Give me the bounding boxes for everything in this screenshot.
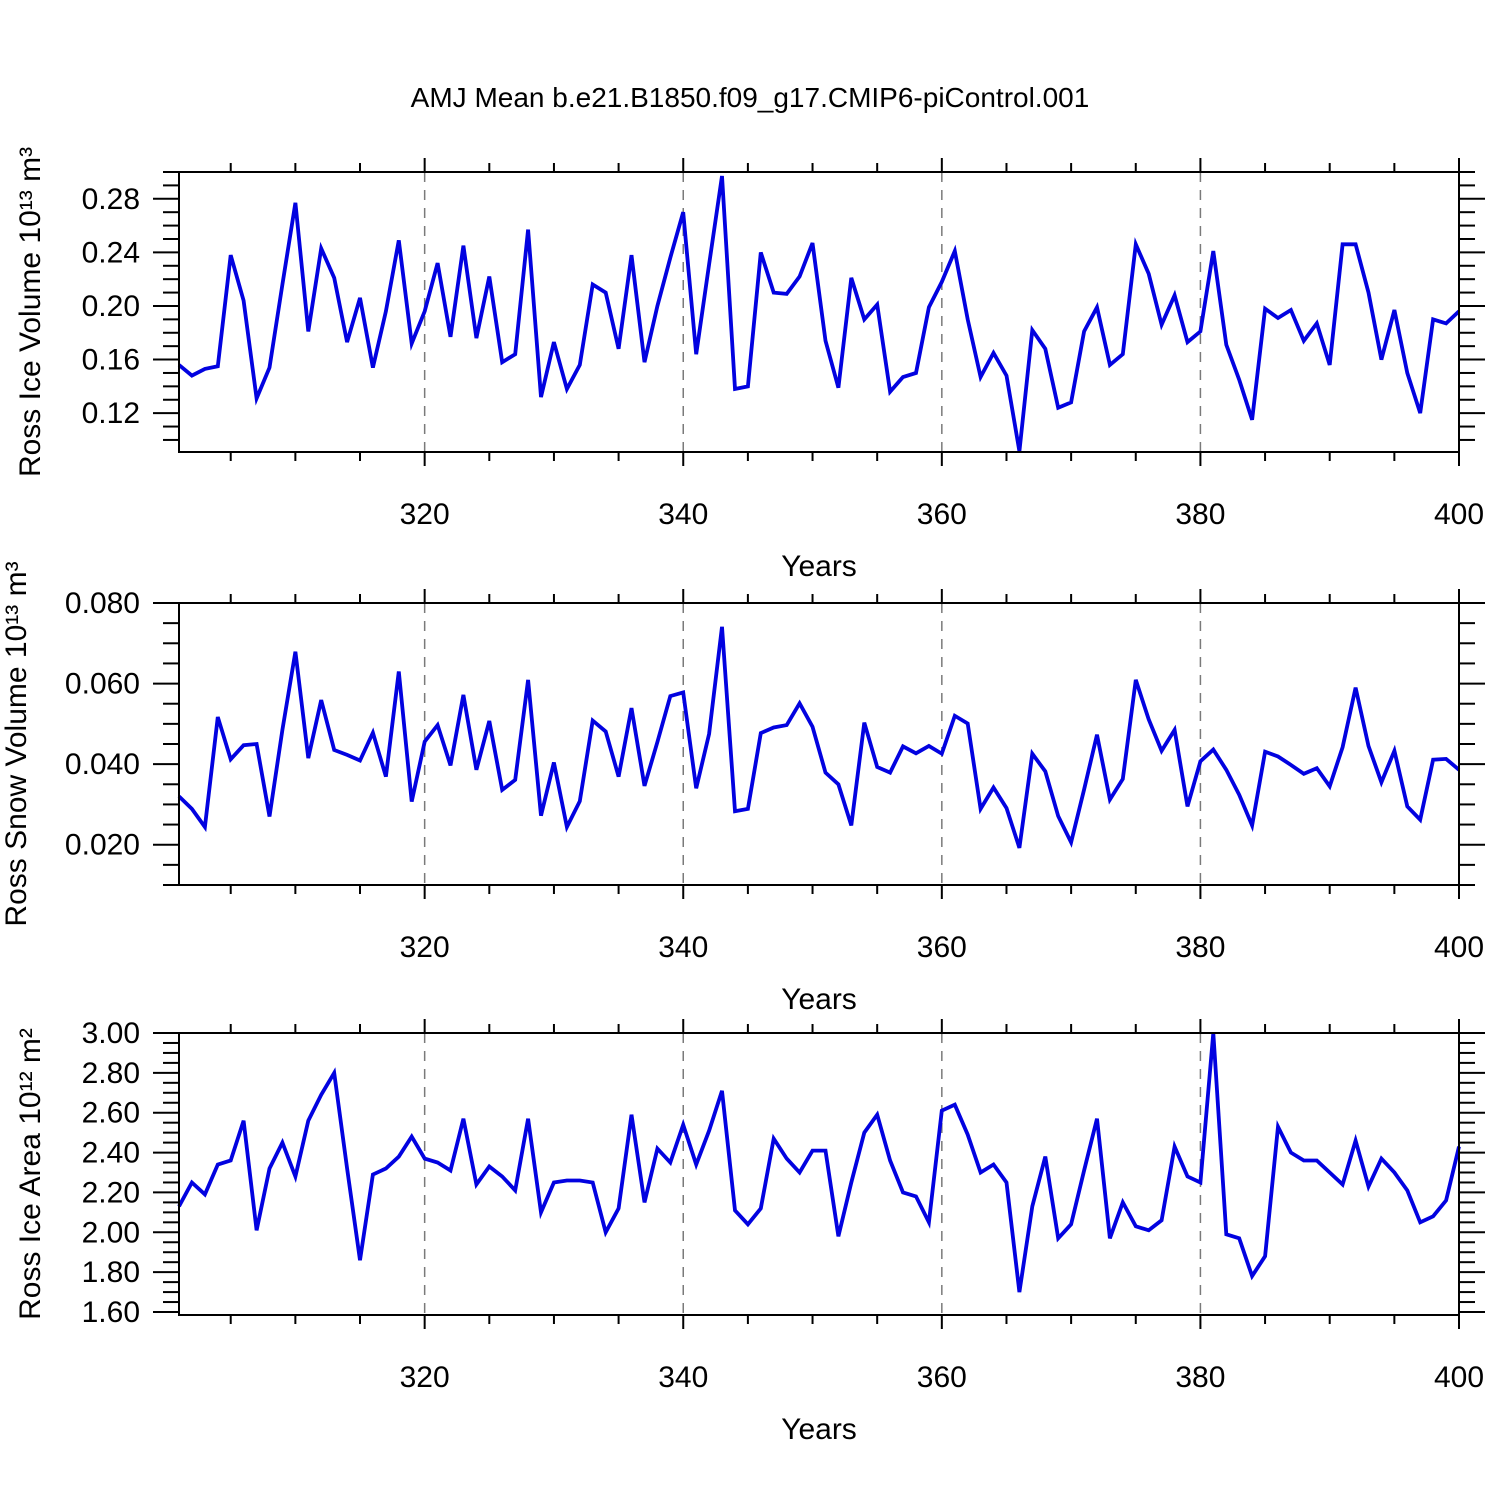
y-tick-label: 0.060: [65, 668, 140, 701]
y-tick-label: 2.40: [82, 1137, 140, 1170]
x-tick-label: 320: [400, 931, 450, 964]
y-tick-label: 0.24: [82, 236, 140, 269]
panel-ross-ice-area: 320 340 360 380 400 1.60 1.80 2.00 2.20 2.40 2.60 2…: [14, 1017, 1485, 1446]
gridlines: [423, 603, 1202, 885]
y-tick-label: 0.080: [65, 587, 140, 620]
plot-border: [178, 171, 1460, 453]
page-title: AMJ Mean b.e21.B1850.f09_g17.CMIP6-piCon…: [410, 82, 1090, 113]
tick-labels: 320 340 360 380 400 0.020 0.040 0.060 0.080: [65, 587, 1484, 964]
tick-labels: 320 340 360 380 400 1.60 1.80 2.00 2.20 2.40 2.60 2…: [82, 1017, 1484, 1394]
gridlines: [423, 1033, 1202, 1315]
ticks: [153, 1019, 1485, 1329]
x-tick-label: 380: [1175, 498, 1225, 531]
data-line-ross-snow-volume: [177, 626, 1461, 849]
y-tick-label: 2.20: [82, 1176, 140, 1209]
x-tick-label: 360: [917, 1361, 967, 1394]
x-tick-label: 320: [400, 1361, 450, 1394]
y-tick-label: 2.60: [82, 1097, 140, 1130]
x-axis-label: Years: [781, 1413, 857, 1446]
y-tick-label: 0.020: [65, 829, 140, 862]
data-line-ross-ice-volume: [177, 175, 1461, 452]
ticks: [153, 589, 1485, 899]
x-tick-label: 400: [1434, 931, 1484, 964]
x-tick-label: 400: [1434, 1361, 1484, 1394]
panel-ross-ice-volume: 320 340 360 380 400 0.12 0.16 0.20 0.24 0.28 Ross …: [14, 147, 1485, 583]
y-tick-label: 0.12: [82, 397, 140, 430]
y-axis-label: Ross Ice Area 10¹² m²: [14, 1028, 47, 1320]
tick-labels: 320 340 360 380 400 0.12 0.16 0.20 0.24 0.28: [82, 183, 1484, 531]
y-tick-label: 0.16: [82, 344, 140, 377]
x-tick-label: 340: [658, 1361, 708, 1394]
x-tick-label: 320: [400, 498, 450, 531]
y-tick-label: 1.80: [82, 1256, 140, 1289]
panel-ross-snow-volume: 320 340 360 380 400 0.020 0.040 0.060 0.080 Ross …: [0, 561, 1485, 1016]
y-tick-label: 0.28: [82, 183, 140, 216]
y-tick-label: 2.80: [82, 1057, 140, 1090]
x-tick-label: 340: [658, 931, 708, 964]
x-axis-label: Years: [781, 983, 857, 1016]
y-axis-label: Ross Snow Volume 10¹³ m³: [0, 561, 33, 926]
x-tick-label: 380: [1175, 1361, 1225, 1394]
data-line-ross-ice-area: [177, 1032, 1461, 1293]
x-axis-label: Years: [781, 550, 857, 583]
y-tick-label: 3.00: [82, 1017, 140, 1050]
x-tick-label: 380: [1175, 931, 1225, 964]
y-tick-label: 0.040: [65, 748, 140, 781]
x-tick-label: 360: [917, 498, 967, 531]
ticks: [153, 158, 1485, 466]
y-axis-label: Ross Ice Volume 10¹³ m³: [14, 147, 47, 477]
y-tick-label: 0.20: [82, 290, 140, 323]
x-tick-label: 340: [658, 498, 708, 531]
y-tick-label: 2.00: [82, 1216, 140, 1249]
plot-border: [178, 1032, 1460, 1316]
x-tick-label: 400: [1434, 498, 1484, 531]
y-tick-label: 1.60: [82, 1296, 140, 1329]
gridlines: [423, 172, 1202, 452]
x-tick-label: 360: [917, 931, 967, 964]
